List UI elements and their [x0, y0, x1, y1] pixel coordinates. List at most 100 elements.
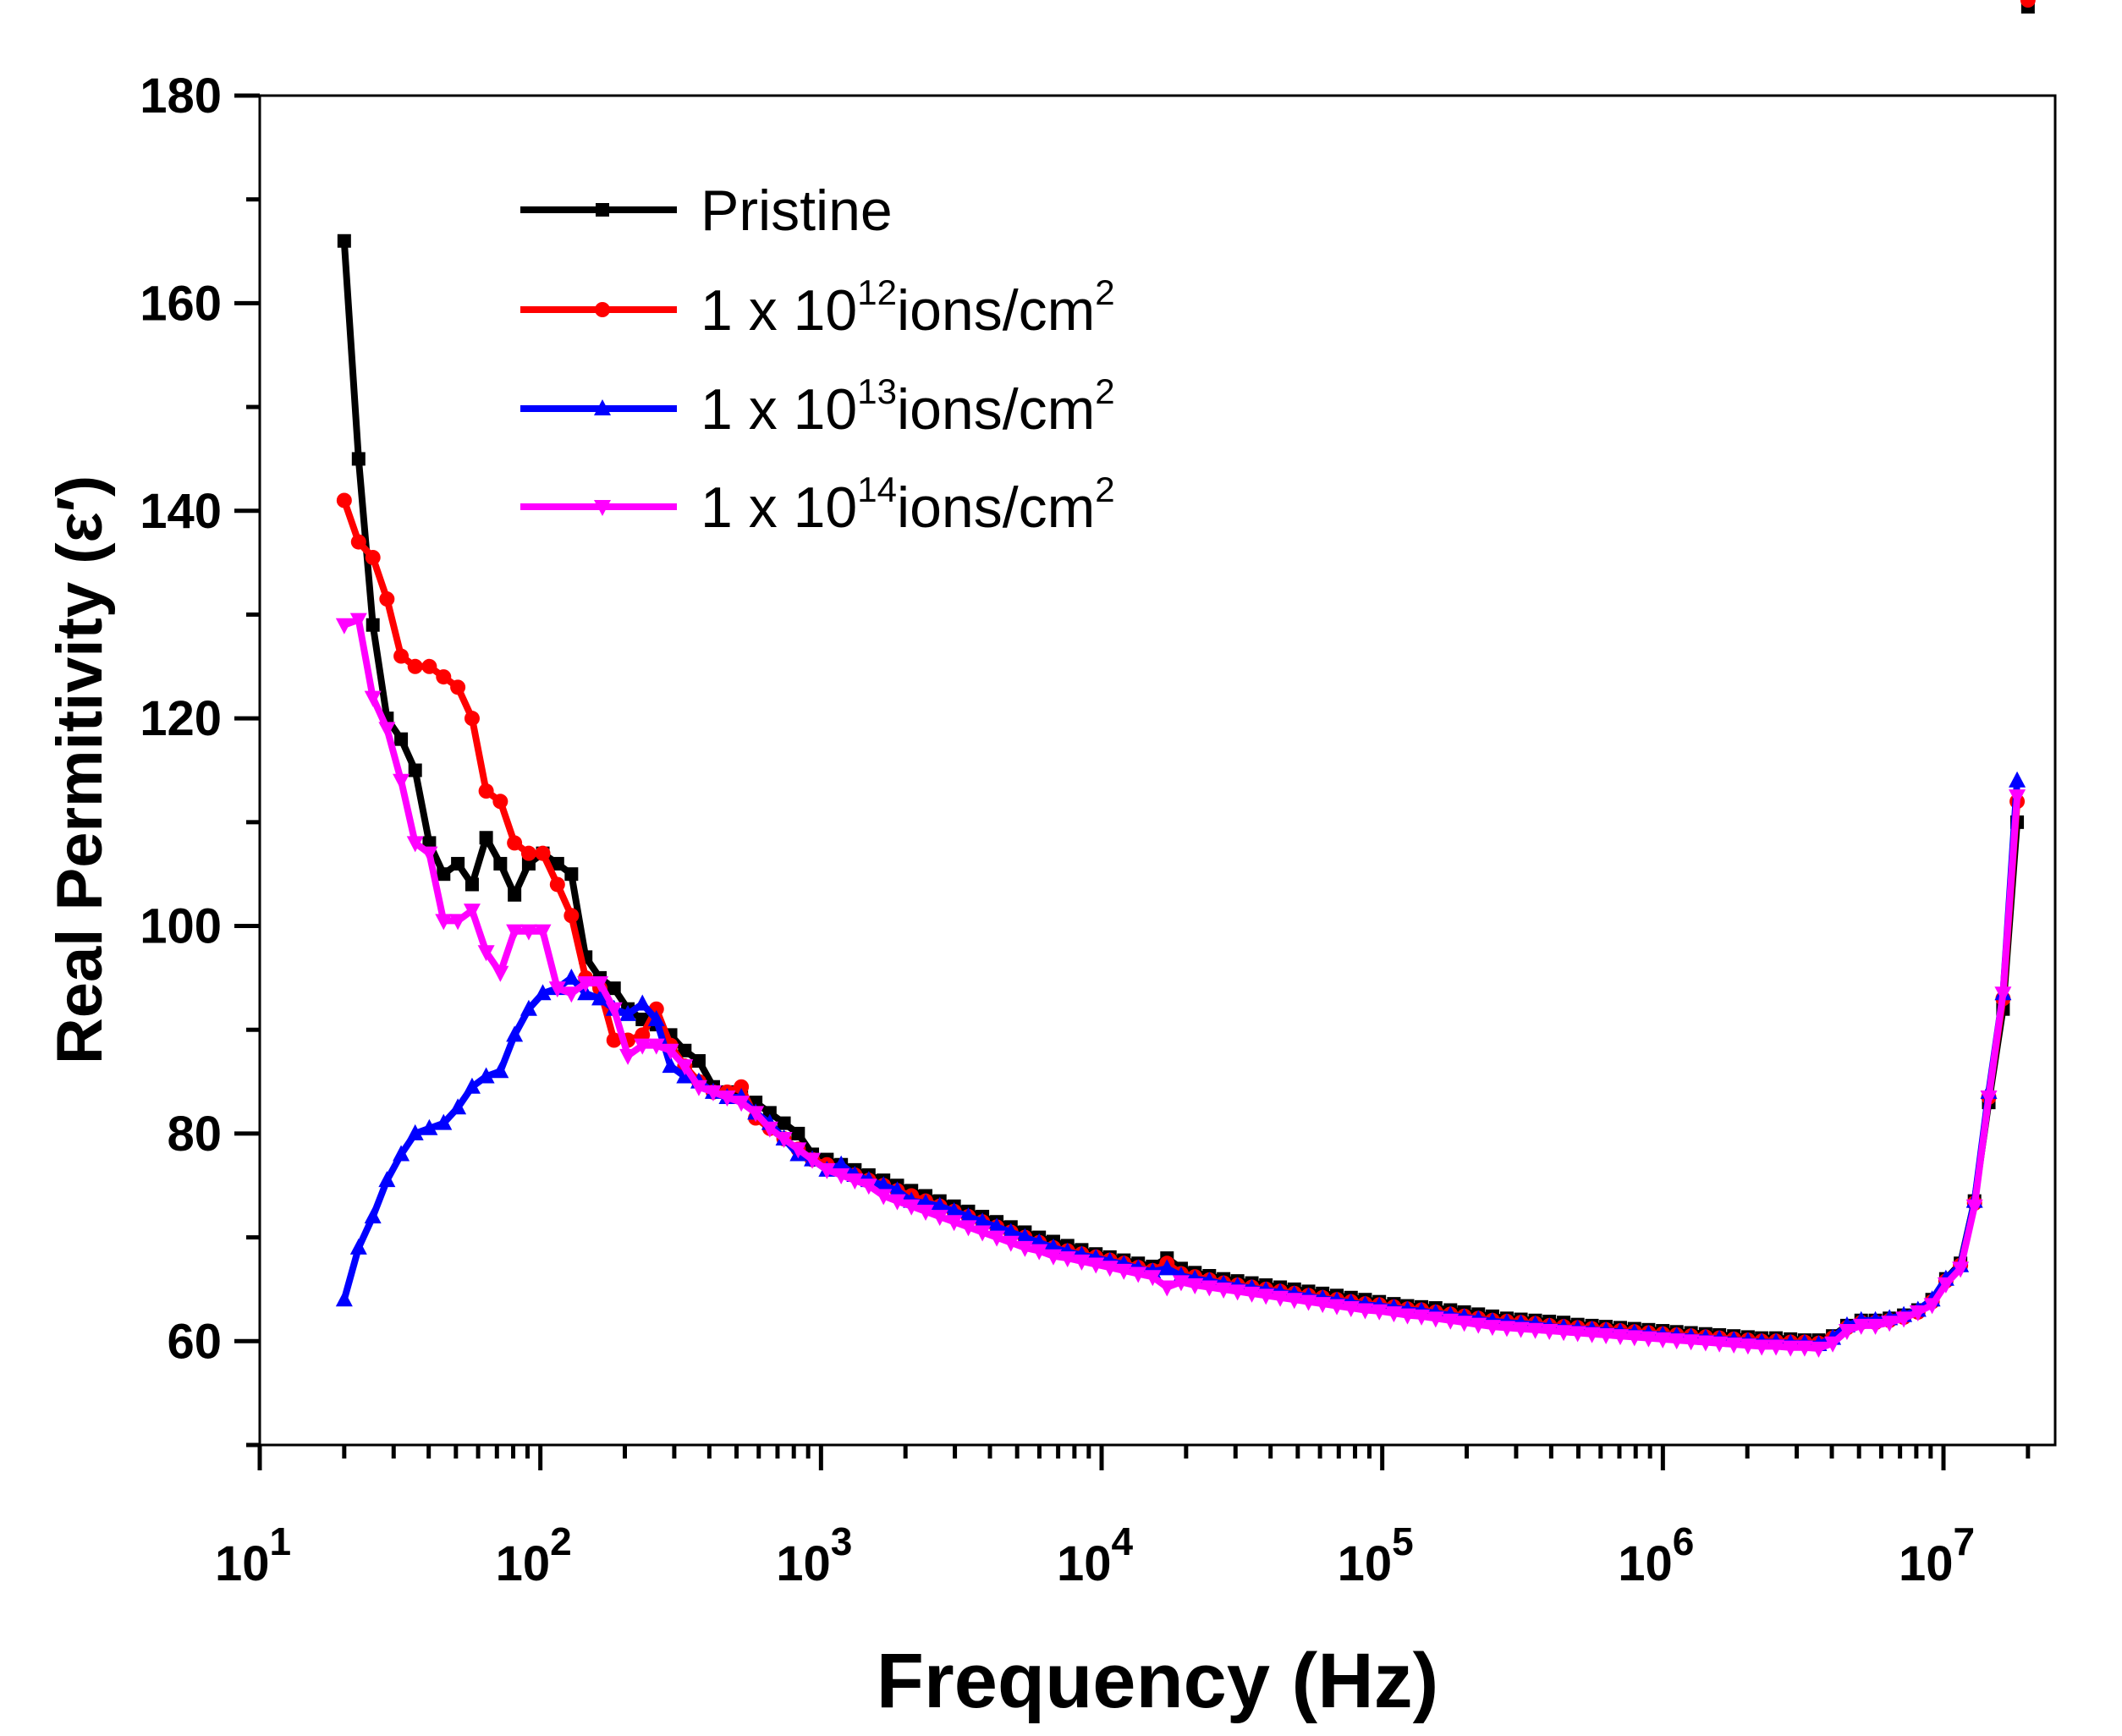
legend: Pristine 1 x 1012ions/cm2 1 x 1013ions/cm2…: [520, 179, 1115, 540]
data-point: [1201, 1280, 1218, 1297]
data-point: [619, 1004, 637, 1021]
data-point: [349, 613, 367, 629]
data-point: [1696, 1335, 1714, 1352]
data-point: [1980, 1090, 1998, 1107]
data-point: [718, 1090, 736, 1107]
data-point: [1144, 1270, 1162, 1287]
data-point: [492, 965, 509, 982]
data-point: [507, 835, 523, 851]
data-point: [379, 591, 395, 607]
data-point: [508, 887, 522, 902]
data-point: [1455, 1316, 1473, 1332]
data-point: [1923, 1298, 1941, 1315]
data-point: [436, 669, 452, 685]
data-point: [594, 500, 611, 516]
data-point: [477, 945, 495, 962]
y-tick-label: 160: [140, 276, 222, 331]
y-axis-title: Real Permitivity (ε′): [44, 475, 116, 1064]
data-point: [493, 856, 508, 871]
data-point: [407, 658, 423, 674]
data-point: [435, 1113, 453, 1130]
data-point: [647, 1009, 665, 1026]
data-point: [875, 1189, 893, 1206]
data-point: [1115, 1263, 1133, 1280]
data-point: [1385, 1306, 1403, 1323]
data-point: [492, 1062, 509, 1079]
legend-label: Pristine: [701, 179, 893, 243]
data-point: [421, 658, 437, 674]
data-point: [422, 836, 437, 850]
data-point: [1172, 1275, 1190, 1292]
data-point: [1611, 1329, 1629, 1346]
data-point: [1526, 1322, 1544, 1339]
data-point: [931, 1210, 948, 1227]
data-point: [747, 1106, 765, 1123]
data-point: [479, 831, 493, 845]
data-point: [903, 1199, 921, 1216]
data-point: [463, 904, 481, 920]
series-circle: [336, 0, 2036, 1351]
data-point: [676, 1059, 694, 1076]
data-point: [393, 773, 410, 790]
data-point: [378, 1171, 396, 1188]
data-point: [1215, 1282, 1233, 1299]
data-point: [492, 794, 509, 810]
data-point: [734, 1079, 750, 1095]
data-point: [349, 1238, 367, 1255]
data-point: [1002, 1222, 1020, 1239]
data-point: [1044, 1249, 1062, 1266]
data-point: [350, 534, 366, 550]
data-point: [351, 452, 366, 466]
data-point: [477, 1067, 495, 1084]
data-point: [378, 722, 396, 739]
x-axis: 101 102 103 104 105 106 107: [215, 1445, 2031, 1591]
data-point: [534, 924, 552, 941]
data-point: [1795, 1340, 1813, 1357]
data-point: [1824, 1336, 1842, 1353]
y-tick-label: 180: [140, 69, 222, 124]
series-triangle-down: [335, 613, 2026, 1358]
legend-label: 1 x 1014ions/cm2: [701, 470, 1115, 540]
data-point: [888, 1194, 906, 1211]
data-point: [1158, 1280, 1176, 1297]
data-point: [606, 1032, 622, 1048]
data-point: [1952, 1261, 1970, 1278]
data-point: [974, 1225, 992, 1242]
data-point: [888, 1181, 906, 1198]
data-point: [1810, 1341, 1828, 1358]
x-axis-title: Frequency (Hz): [877, 1638, 1439, 1724]
data-point: [988, 1230, 1006, 1247]
data-point: [1371, 1304, 1388, 1321]
series-line: [341, 499, 2021, 1347]
data-point: [974, 1212, 992, 1229]
data-point: [1130, 1266, 1147, 1283]
data-point: [364, 1207, 382, 1224]
data-point: [1937, 1277, 1954, 1294]
data-point: [1640, 1331, 1657, 1348]
data-point: [563, 968, 580, 985]
data-point: [931, 1196, 948, 1213]
data-point: [1399, 1308, 1416, 1325]
data-point: [577, 976, 595, 993]
data-point: [520, 999, 537, 1016]
data-point: [337, 233, 351, 248]
y-tick-label: 120: [140, 691, 222, 746]
data-point: [1427, 1311, 1444, 1328]
data-point: [534, 984, 552, 1001]
data-point: [1002, 1235, 1020, 1252]
data-point: [1356, 1303, 1374, 1320]
data-point: [607, 981, 621, 996]
data-point: [364, 690, 382, 707]
data-point: [1852, 1318, 1870, 1335]
data-point: [1909, 1305, 1927, 1321]
data-point: [435, 914, 453, 931]
series-layer: [335, 0, 2036, 1358]
data-point: [678, 1043, 692, 1058]
data-point: [1031, 1244, 1048, 1261]
data-point: [1555, 1325, 1573, 1342]
data-point: [596, 203, 609, 217]
data-point: [549, 876, 565, 893]
data-point: [550, 856, 564, 871]
data-point: [2009, 789, 2026, 806]
data-point: [634, 1038, 651, 1055]
